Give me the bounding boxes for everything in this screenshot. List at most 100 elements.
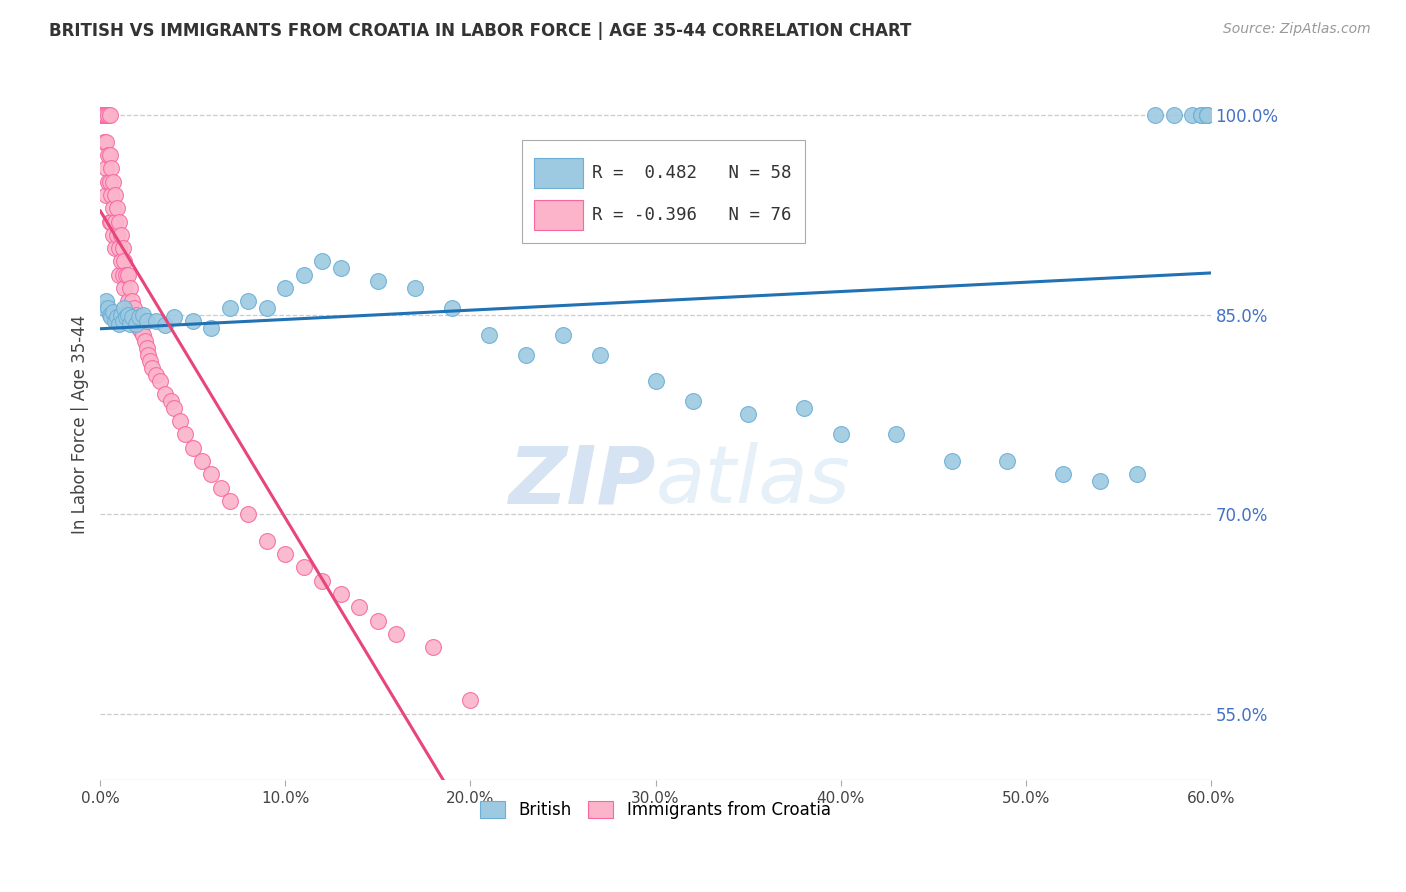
Point [98, 108, 121, 122]
Point [181, 441, 204, 455]
Point [105, 201, 128, 215]
Point [94, 188, 117, 202]
Text: Source: ZipAtlas.com: Source: ZipAtlas.com [1223, 22, 1371, 37]
Text: R =  0.482   N = 58: R = 0.482 N = 58 [592, 164, 792, 182]
Point [174, 427, 197, 442]
Point [181, 314, 204, 328]
Point [115, 310, 138, 325]
Text: atlas: atlas [655, 442, 851, 520]
Point [349, 600, 371, 615]
Point [112, 281, 135, 295]
FancyBboxPatch shape [534, 200, 583, 229]
Point [1163, 108, 1185, 122]
Point [91, 108, 114, 122]
Point [110, 254, 132, 268]
Point [117, 308, 139, 322]
Point [132, 327, 155, 342]
Point [200, 321, 222, 335]
Point [94, 294, 117, 309]
Point [145, 314, 167, 328]
Point [209, 481, 232, 495]
Point [104, 214, 127, 228]
Point [112, 254, 135, 268]
Point [478, 327, 501, 342]
Y-axis label: In Labor Force | Age 35-44: In Labor Force | Age 35-44 [72, 315, 89, 534]
Point [1189, 108, 1212, 122]
Point [104, 188, 127, 202]
Point [98, 308, 121, 322]
Point [104, 314, 127, 328]
Point [93, 108, 115, 122]
Point [121, 294, 143, 309]
Point [941, 454, 963, 468]
Point [460, 693, 482, 707]
Point [118, 281, 141, 295]
Point [111, 241, 134, 255]
Point [94, 135, 117, 149]
Point [100, 161, 122, 176]
Point [1088, 474, 1111, 488]
Point [94, 108, 117, 122]
Point [830, 427, 852, 442]
Point [292, 560, 315, 574]
Text: BRITISH VS IMMIGRANTS FROM CROATIA IN LABOR FORCE | AGE 35-44 CORRELATION CHART: BRITISH VS IMMIGRANTS FROM CROATIA IN LA… [49, 22, 911, 40]
Point [793, 401, 815, 415]
Point [644, 374, 666, 388]
Point [103, 227, 125, 242]
Point [112, 301, 135, 315]
FancyBboxPatch shape [522, 140, 806, 243]
Point [117, 268, 139, 282]
Point [145, 368, 167, 382]
Point [274, 281, 297, 295]
Point [367, 274, 389, 288]
Point [159, 394, 181, 409]
Point [135, 341, 157, 355]
Point [111, 314, 134, 328]
Point [737, 408, 759, 422]
Point [97, 175, 120, 189]
Point [1195, 108, 1218, 122]
Point [329, 587, 352, 601]
Point [169, 414, 191, 428]
Point [163, 310, 186, 325]
Point [138, 347, 160, 361]
Point [93, 135, 115, 149]
Point [97, 148, 120, 162]
Point [98, 175, 121, 189]
Point [422, 640, 444, 655]
Point [256, 301, 278, 315]
Point [191, 454, 214, 468]
Point [440, 301, 463, 315]
Point [682, 394, 704, 409]
Point [515, 347, 537, 361]
Point [117, 294, 139, 309]
Point [238, 294, 260, 309]
Point [98, 214, 121, 228]
Point [121, 310, 143, 325]
Point [124, 317, 146, 331]
Point [1052, 467, 1074, 482]
Point [1125, 467, 1147, 482]
Point [93, 301, 115, 315]
Point [104, 241, 127, 255]
Point [128, 310, 150, 325]
Text: R = -0.396   N = 76: R = -0.396 N = 76 [592, 206, 792, 224]
Point [115, 268, 138, 282]
Point [404, 281, 426, 295]
Point [132, 308, 155, 322]
Point [219, 301, 242, 315]
Point [91, 108, 114, 122]
Point [118, 317, 141, 331]
Point [148, 374, 170, 388]
Point [551, 327, 574, 342]
Point [108, 317, 131, 331]
Point [94, 161, 117, 176]
Point [100, 188, 122, 202]
FancyBboxPatch shape [534, 159, 583, 188]
Point [134, 334, 156, 349]
Point [139, 354, 162, 368]
Point [93, 108, 115, 122]
Point [110, 227, 132, 242]
Point [111, 268, 134, 282]
Point [367, 614, 389, 628]
